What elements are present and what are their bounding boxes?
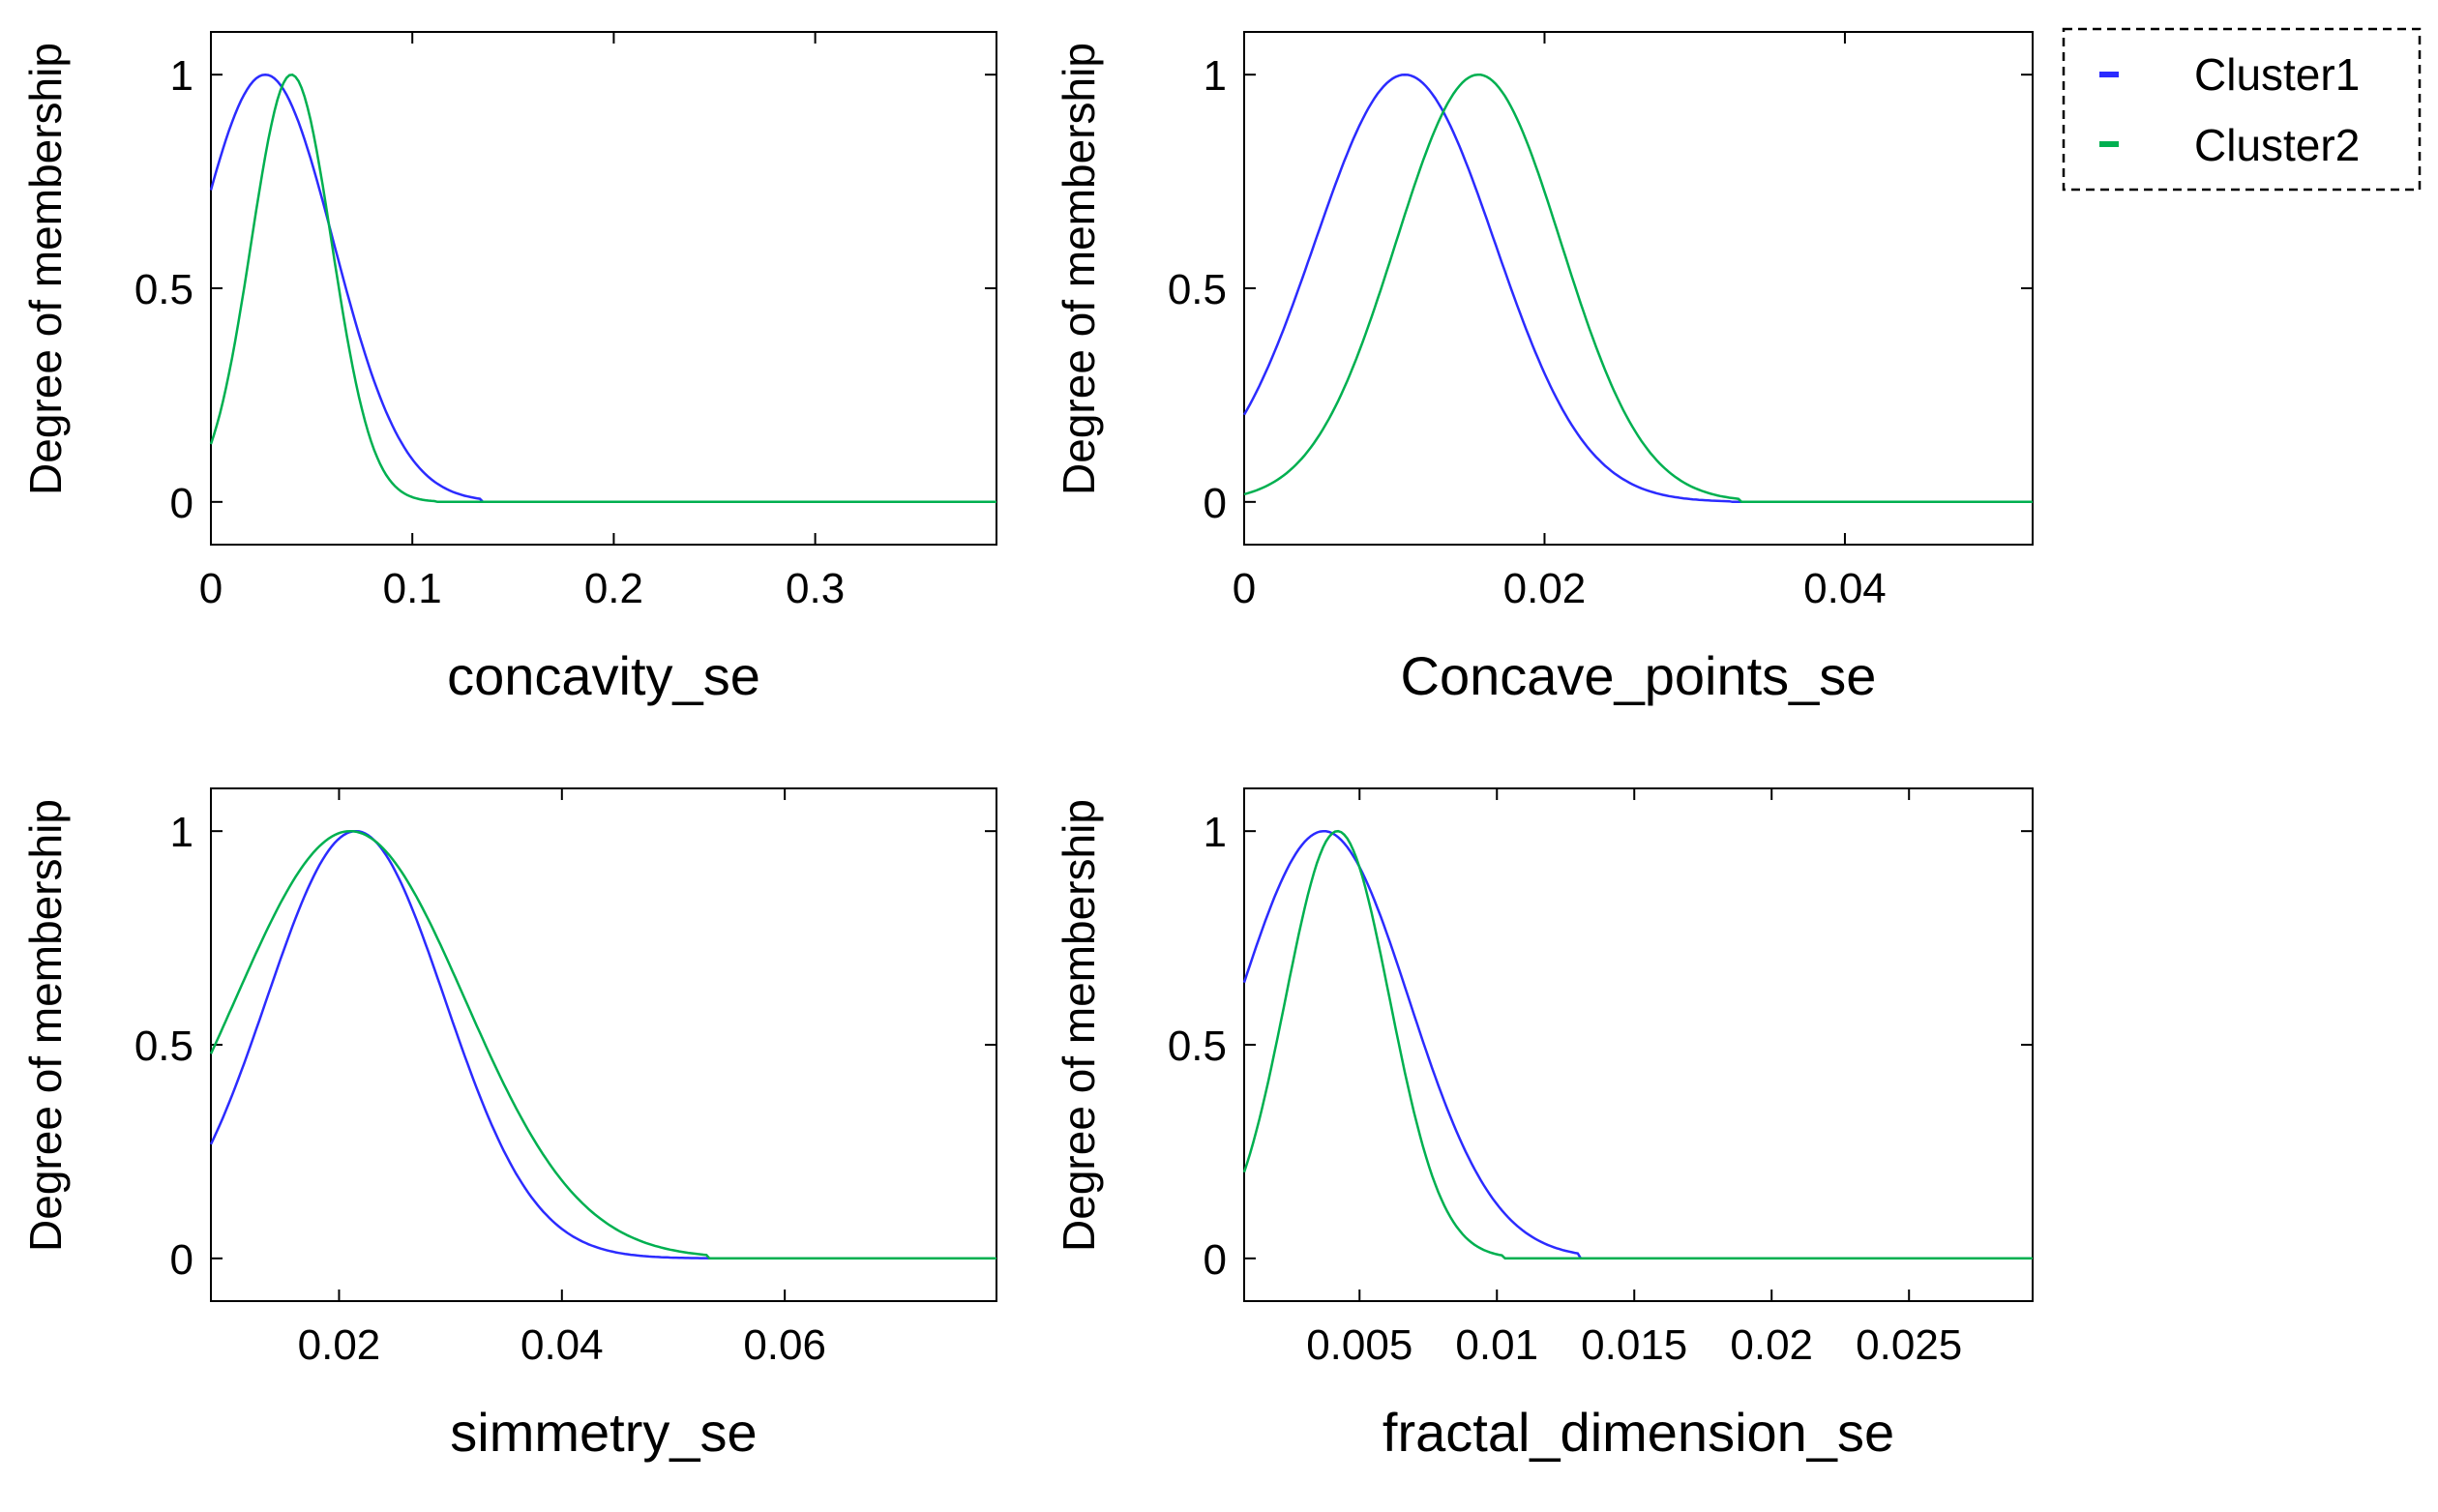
x-tick-label: 0.3: [786, 565, 845, 612]
legend: Cluster1 Cluster2: [2062, 27, 2422, 192]
y-axis-title: Degree of membership: [1054, 43, 1104, 495]
panel-fractal-dimension-se: 0.005 0.01 0.015 0.02 0.025 0 0.5 1 fractal_dime…: [1054, 787, 2034, 1463]
plot-frame: [210, 787, 997, 1302]
x-tick-label: 0.02: [298, 1321, 381, 1369]
y-axis-title: Degree of membership: [1054, 799, 1104, 1252]
x-tick-label: 0.015: [1581, 1321, 1687, 1369]
plot-frame: [1243, 31, 2034, 546]
series-line-cluster2: [209, 73, 996, 504]
x-tick-label: 0: [199, 565, 223, 612]
x-axis-title: concavity_se: [447, 645, 760, 706]
panel-simmetry-se: 0.02 0.04 0.06 0 0.5 1 simmetry_se Degree of me…: [20, 787, 997, 1463]
x-axis-title: fractal_dimension_se: [1383, 1402, 1894, 1463]
x-tick-label: 0.04: [520, 1321, 604, 1369]
x-tick-label: 0: [1233, 565, 1256, 612]
x-tick-label: 0.04: [1803, 565, 1887, 612]
x-axis-title: Concave_points_se: [1401, 645, 1877, 706]
y-tick-label: 0.5: [1168, 266, 1227, 313]
panel-concave-points-se: 0 0.02 0.04 0 0.5 1 Concave_points_se Degree of…: [1054, 31, 2034, 706]
series-line-cluster2: [209, 829, 996, 1260]
y-tick-label: 0: [1204, 480, 1227, 527]
x-tick-label: 0.06: [743, 1321, 826, 1369]
x-tick-label: 0.2: [584, 565, 643, 612]
y-tick-label: 1: [1204, 52, 1227, 100]
y-axis-title: Degree of membership: [20, 43, 71, 495]
y-tick-label: 1: [170, 809, 193, 856]
series-line-cluster2: [1242, 829, 2033, 1260]
plot-frame: [210, 31, 997, 546]
x-tick-label: 0.025: [1856, 1321, 1962, 1369]
y-tick-label: 0.5: [1168, 1023, 1227, 1070]
y-tick-label: 0: [170, 480, 193, 527]
y-tick-label: 1: [1204, 809, 1227, 856]
y-tick-label: 0: [170, 1236, 193, 1284]
panel-concavity-se: 0 0.1 0.2 0.3 0 0.5 1 concavity_se Degree of mem…: [20, 31, 997, 706]
plot-frame: [1243, 787, 2034, 1302]
legend-label-cluster2: Cluster2: [2194, 120, 2360, 170]
series-line-cluster2: [1243, 73, 2033, 504]
legend-label-cluster1: Cluster1: [2194, 49, 2360, 100]
y-tick-label: 0.5: [134, 266, 193, 313]
legend-box: [2062, 27, 2422, 192]
y-axis-title: Degree of membership: [20, 799, 71, 1252]
x-tick-label: 0.1: [383, 565, 442, 612]
y-tick-label: 0: [1204, 1236, 1227, 1284]
x-axis-title: simmetry_se: [450, 1402, 757, 1463]
x-tick-label: 0.005: [1306, 1321, 1412, 1369]
x-tick-label: 0.02: [1730, 1321, 1813, 1369]
x-tick-label: 0.01: [1455, 1321, 1538, 1369]
x-tick-label: 0.02: [1503, 565, 1587, 612]
y-tick-label: 1: [170, 52, 193, 100]
panels: 0 0.1 0.2 0.3 0 0.5 1 concavity_se Degree of mem…: [20, 31, 2034, 1463]
y-tick-label: 0.5: [134, 1023, 193, 1070]
